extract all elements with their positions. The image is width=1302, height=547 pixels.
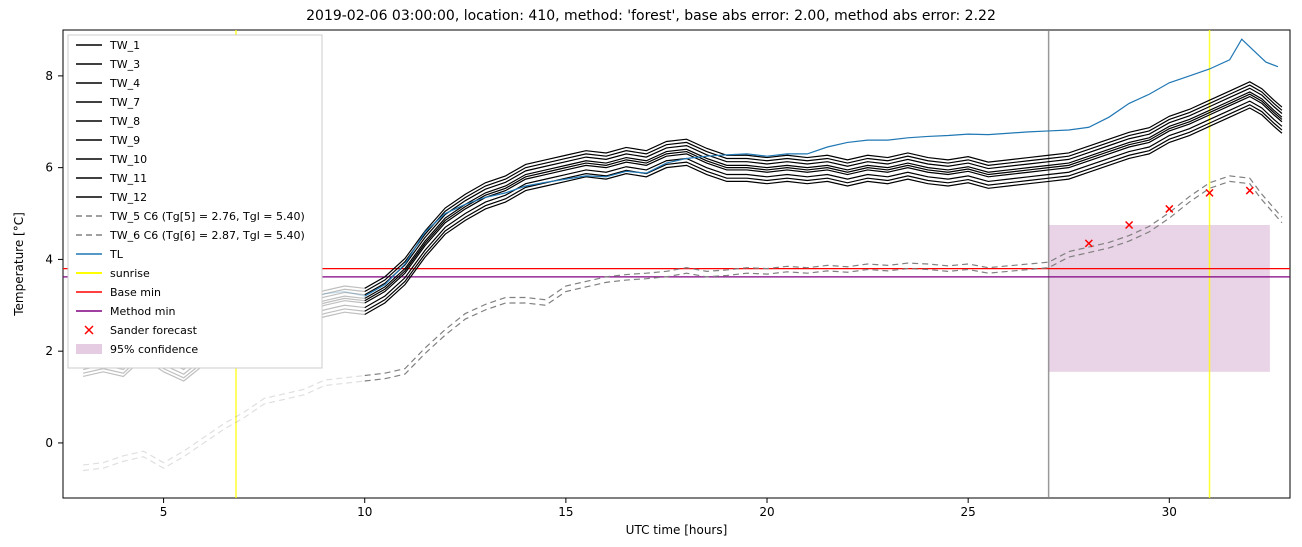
x-tick-label: 25: [961, 505, 976, 519]
legend-label: Method min: [110, 305, 176, 318]
y-tick-label: 2: [45, 344, 53, 358]
legend-label: TW_5 C6 (Tg[5] = 2.76, Tgl = 5.40): [109, 210, 305, 223]
legend-swatch: [76, 344, 102, 354]
legend-label: TW_7: [109, 96, 140, 109]
x-tick-label: 5: [160, 505, 168, 519]
y-tick-label: 4: [45, 252, 53, 266]
legend-label: TW_12: [109, 191, 147, 204]
legend-label: TW_11: [109, 172, 147, 185]
legend-label: Base min: [110, 286, 161, 299]
y-tick-label: 0: [45, 436, 53, 450]
legend-label: Sander forecast: [110, 324, 198, 337]
x-tick-label: 20: [759, 505, 774, 519]
x-axis-label: UTC time [hours]: [626, 523, 728, 537]
legend-label: TW_9: [109, 134, 140, 147]
y-tick-label: 6: [45, 161, 53, 175]
legend-label: TW_10: [109, 153, 147, 166]
x-tick-label: 15: [558, 505, 573, 519]
series-TW_5 C6 (Tg[5] = 2.76, Tgl = 5.40)-faded: [83, 381, 365, 470]
legend-label: TW_4: [109, 77, 140, 90]
legend-label: sunrise: [110, 267, 150, 280]
chart-wrapper: 2019-02-06 03:00:00, location: 410, meth…: [0, 0, 1302, 547]
y-axis-label: Temperature [°C]: [12, 212, 26, 317]
y-tick-label: 8: [45, 69, 53, 83]
legend-label: TW_8: [109, 115, 140, 128]
chart-svg: 5 10 15 20 25 30 0 2 4 6 8 UTC time [hours] Temperat…: [0, 0, 1302, 547]
x-tick-label: 30: [1162, 505, 1177, 519]
x-tick-label: 10: [357, 505, 372, 519]
confidence-rect: [1049, 225, 1270, 372]
legend-label: 95% confidence: [110, 343, 198, 356]
legend-label: TL: [109, 248, 124, 261]
legend-label: TW_6 C6 (Tg[6] = 2.87, Tgl = 5.40): [109, 229, 305, 242]
legend-label: TW_3: [109, 58, 140, 71]
legend-label: TW_1: [109, 39, 140, 52]
series-TW_6 C6 (Tg[6] = 2.87, Tgl = 5.40)-faded: [83, 375, 365, 464]
legend-box: [68, 35, 322, 368]
chart-title: 2019-02-06 03:00:00, location: 410, meth…: [0, 8, 1302, 24]
